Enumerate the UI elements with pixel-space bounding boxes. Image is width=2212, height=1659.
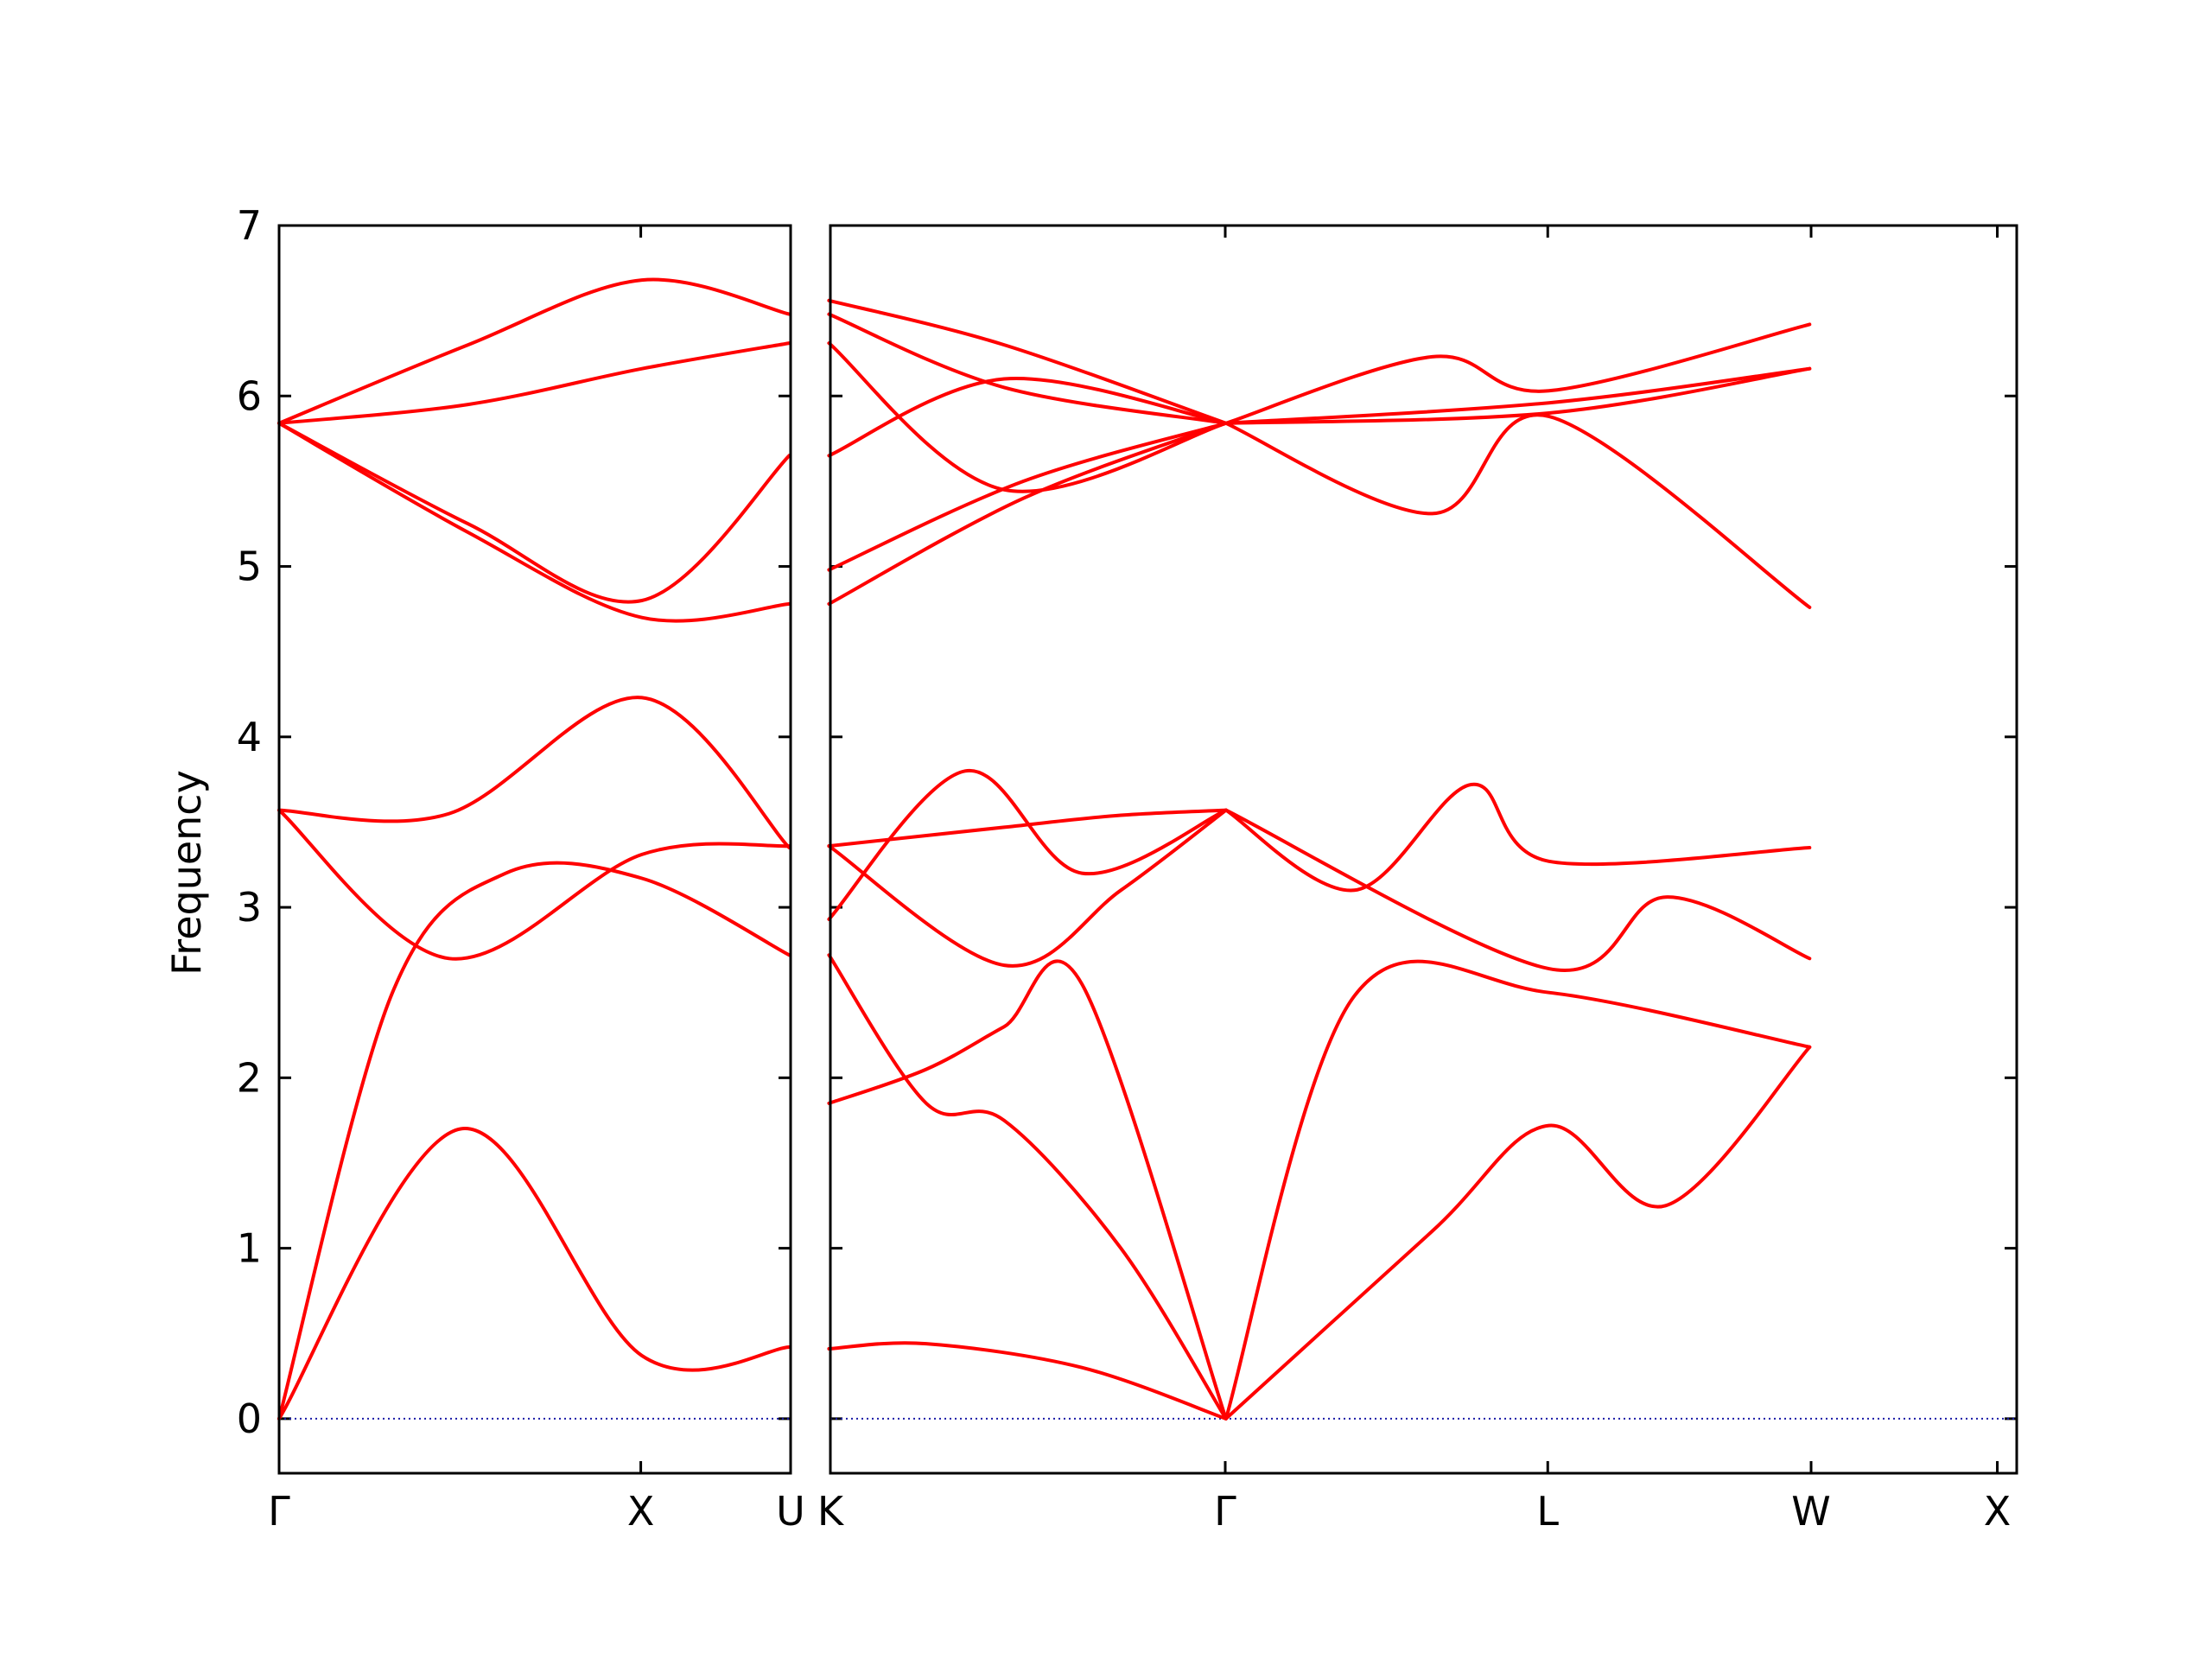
band-line <box>827 341 1228 493</box>
band-line <box>827 421 1228 572</box>
x-tick-label: Γ <box>268 1488 290 1535</box>
band-line <box>827 808 1228 968</box>
band-line <box>1224 366 1812 425</box>
y-tick-label: 6 <box>237 372 262 419</box>
band-line <box>277 277 791 425</box>
band-line <box>277 1127 791 1421</box>
x-tick-label: U <box>776 1488 805 1535</box>
band-line <box>277 861 791 1421</box>
band-line <box>827 808 1228 849</box>
band-line <box>827 298 1228 425</box>
phonon-bands <box>277 277 1812 1421</box>
y-tick-label: 4 <box>237 714 262 760</box>
band-line <box>827 312 1228 425</box>
band-line <box>277 696 791 849</box>
y-tick-label: 7 <box>237 202 262 249</box>
band-line <box>827 953 1228 1421</box>
panel-frame <box>277 224 792 1475</box>
band-line <box>277 421 791 623</box>
band-line <box>827 376 1228 458</box>
panel-frames <box>277 224 2018 1475</box>
y-tick-label: 0 <box>237 1395 262 1442</box>
x-tick-label: X <box>627 1488 655 1535</box>
x-tick-label: L <box>1536 1488 1559 1535</box>
band-line <box>1224 782 1812 893</box>
x-tick-label: K <box>817 1488 845 1535</box>
panel-frame <box>829 224 2018 1475</box>
y-tick-label: 2 <box>237 1054 262 1101</box>
x-tick-label: X <box>1984 1488 2012 1535</box>
band-line <box>277 421 791 604</box>
band-line <box>827 769 1228 921</box>
band-line <box>827 421 1228 606</box>
y-axis-label: Frequency <box>163 770 210 976</box>
y-axis-ticks: 0 1 2 3 4 5 6 7 <box>237 202 2017 1442</box>
band-line <box>1224 366 1812 425</box>
band-line <box>1224 1045 1812 1421</box>
band-line <box>1224 413 1812 609</box>
band-line <box>1224 808 1812 972</box>
y-tick-label: 3 <box>237 884 262 931</box>
y-tick-label: 1 <box>237 1225 262 1272</box>
y-tick-label: 5 <box>237 543 262 590</box>
band-line <box>1224 322 1812 425</box>
band-line <box>1224 959 1812 1421</box>
band-line <box>277 808 791 961</box>
band-line <box>277 341 791 425</box>
x-tick-label: Γ <box>1214 1488 1236 1535</box>
band-line <box>827 1341 1228 1421</box>
band-line <box>827 959 1228 1421</box>
x-tick-label: W <box>1791 1488 1830 1535</box>
